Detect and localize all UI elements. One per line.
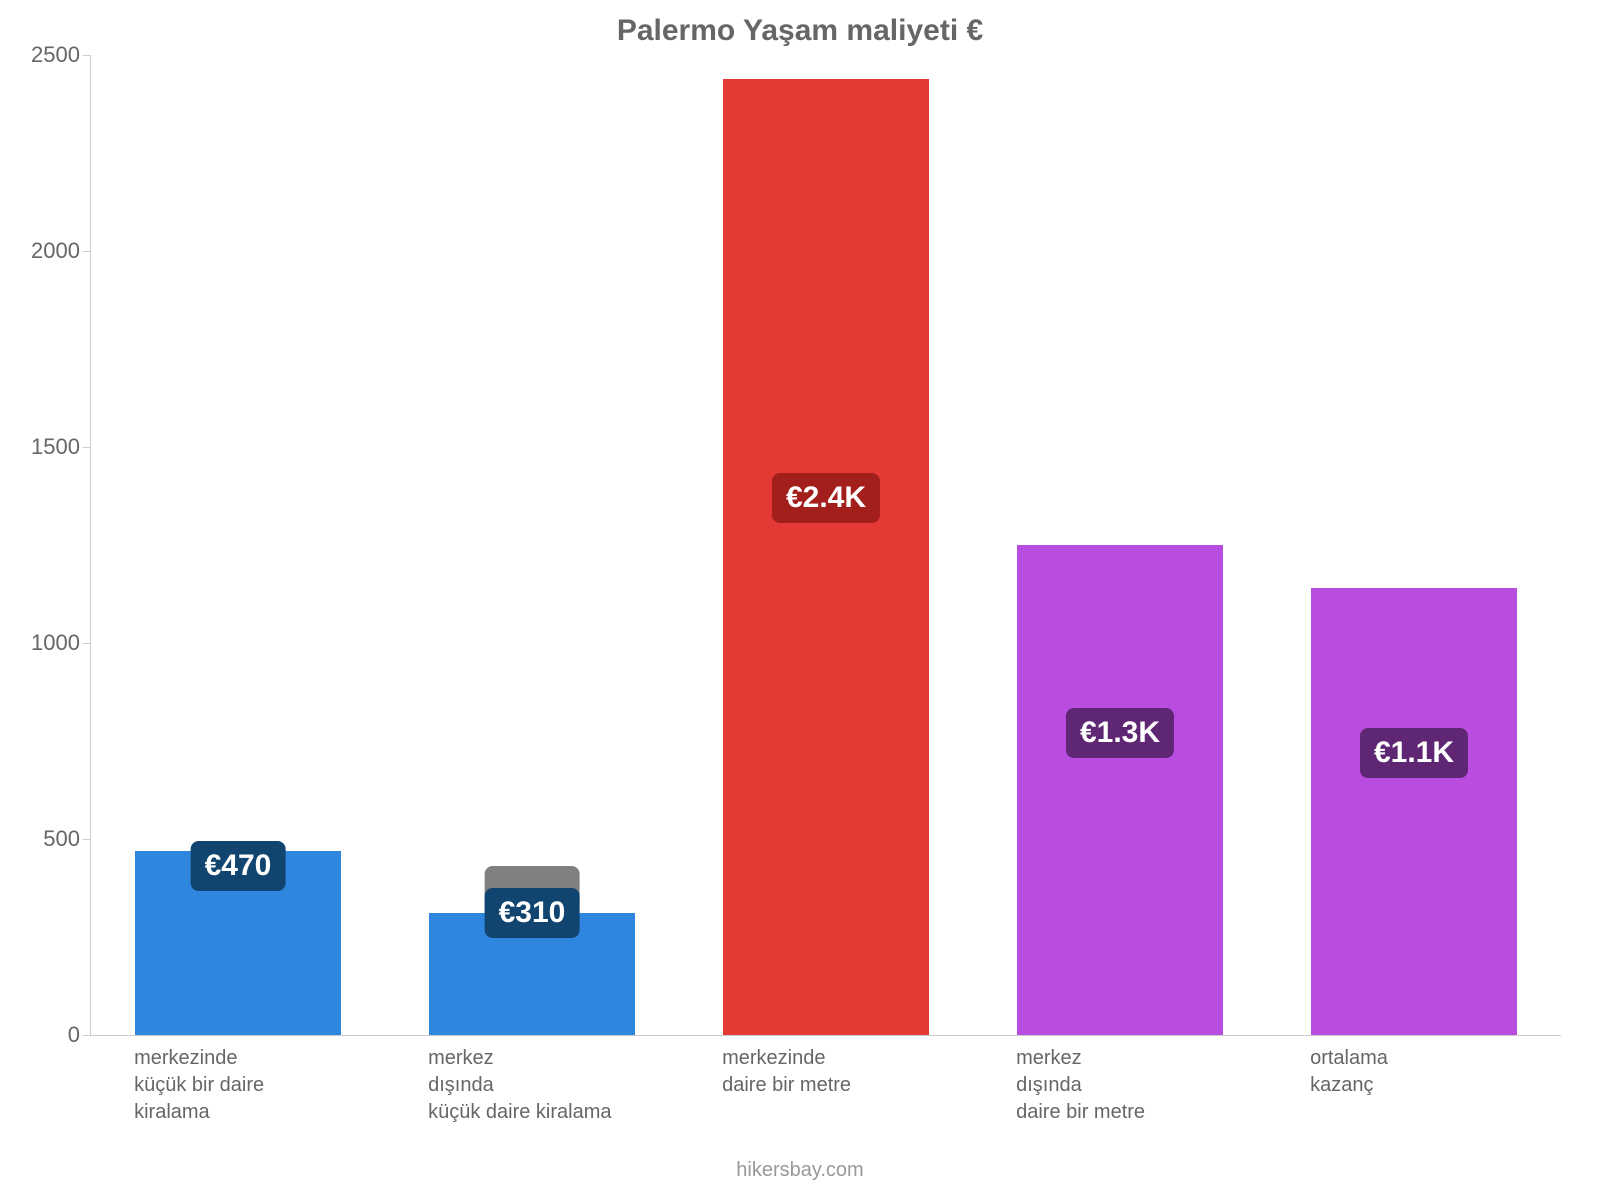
- y-tick-label: 2500: [0, 42, 80, 68]
- chart-title: Palermo Yaşam maliyeti €: [0, 14, 1600, 48]
- y-tick: [83, 55, 91, 56]
- x-category-label: merkezindedaire bir metre: [722, 1045, 928, 1099]
- attribution-text: hikersbay.com: [0, 1159, 1600, 1182]
- bar: [723, 79, 929, 1035]
- y-tick-label: 1000: [0, 630, 80, 656]
- y-tick: [83, 1035, 91, 1036]
- x-category-label: merkezdışındadaire bir metre: [1016, 1045, 1222, 1126]
- y-tick: [83, 251, 91, 252]
- y-tick-label: 1500: [0, 434, 80, 460]
- plot-area: €470€310€310€2.4K€1.3K€1.1K: [90, 55, 1561, 1036]
- y-tick-label: 2000: [0, 238, 80, 264]
- y-tick: [83, 643, 91, 644]
- chart-container: Palermo Yaşam maliyeti € 0 500 1000 1500 200…: [0, 0, 1600, 1200]
- bar: [1017, 545, 1223, 1035]
- value-badge: €310: [485, 888, 580, 938]
- y-tick-label: 0: [0, 1022, 80, 1048]
- value-badge: €1.3K: [1066, 708, 1174, 758]
- value-badge: €1.1K: [1360, 728, 1468, 778]
- value-badge: €2.4K: [772, 473, 880, 523]
- x-category-label: merkezdışındaküçük daire kiralama: [428, 1045, 634, 1126]
- y-tick-label: 500: [0, 826, 80, 852]
- value-badge: €470: [191, 841, 286, 891]
- x-category-label: ortalamakazanç: [1310, 1045, 1516, 1099]
- y-tick: [83, 447, 91, 448]
- x-category-label: merkezindeküçük bir daire kiralama: [134, 1045, 340, 1126]
- bar: [1311, 588, 1517, 1035]
- y-tick: [83, 839, 91, 840]
